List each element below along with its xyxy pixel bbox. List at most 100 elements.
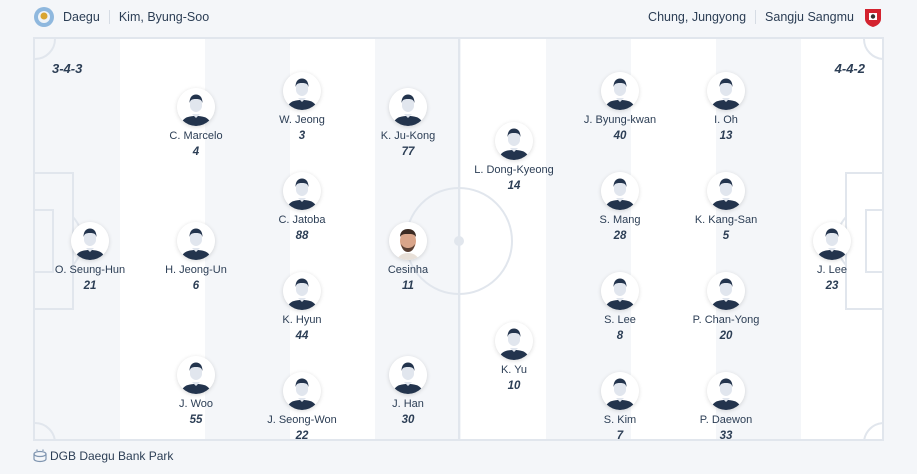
player-name: K. Yu [500, 364, 528, 376]
player-number: 6 [192, 280, 200, 292]
player-card[interactable]: Cesinha 11 [353, 222, 463, 292]
player-name: W. Jeong [279, 114, 325, 126]
player-avatar [813, 222, 851, 260]
player-card[interactable]: K. Ju-Kong 77 [353, 88, 463, 158]
match-header: Daegu Kim, Byung-Soo Chung, Jungyong San… [0, 0, 917, 32]
player-card[interactable]: I. Oh 13 [671, 72, 781, 142]
player-card[interactable]: K. Kang-San 5 [671, 172, 781, 242]
player-avatar [177, 88, 215, 126]
away-team-name[interactable]: Sangju Sangmu [765, 10, 854, 24]
player-number: 3 [298, 130, 306, 142]
player-avatar [177, 222, 215, 260]
pitch: 3-4-3 4-4-2 O. Seung-Hun 21 C. Marcelo 4 H. … [33, 37, 884, 441]
player-number: 4 [192, 146, 200, 158]
venue-name[interactable]: DGB Daegu Bank Park [50, 449, 174, 463]
player-card[interactable]: L. Dong-Kyeong 14 [459, 122, 569, 192]
player-avatar [601, 272, 639, 310]
player-avatar [389, 356, 427, 394]
player-number: 14 [507, 180, 521, 192]
player-number: 22 [295, 430, 309, 441]
player-number: 77 [401, 146, 415, 158]
player-number: 7 [616, 430, 624, 441]
player-number: 40 [613, 130, 627, 142]
pitch-stripe [460, 39, 546, 439]
player-avatar [389, 222, 427, 260]
player-name: L. Dong-Kyeong [474, 164, 554, 176]
player-card[interactable]: J. Byung-kwan 40 [565, 72, 675, 142]
away-formation: 4-4-2 [834, 61, 865, 76]
venue-info: DGB Daegu Bank Park [33, 449, 173, 463]
player-card[interactable]: S. Kim 7 [565, 372, 675, 441]
player-name: J. Han [392, 398, 424, 410]
player-number: 11 [402, 280, 414, 292]
pitch-stripe [205, 39, 291, 439]
divider [755, 10, 757, 24]
player-name: J. Woo [178, 398, 214, 410]
player-avatar [707, 372, 745, 410]
player-number: 5 [722, 230, 730, 242]
player-number: 33 [719, 430, 733, 441]
player-avatar [283, 72, 321, 110]
player-number: 10 [507, 380, 521, 392]
player-name: C. Marcelo [169, 130, 223, 142]
player-name: J. Byung-kwan [583, 114, 657, 126]
player-number: 88 [295, 230, 309, 242]
home-coach-name[interactable]: Kim, Byung-Soo [118, 10, 210, 24]
player-card[interactable]: J. Han 30 [353, 356, 463, 426]
player-avatar [495, 322, 533, 360]
player-avatar [707, 172, 745, 210]
away-coach-name[interactable]: Chung, Jungyong [648, 10, 747, 24]
pitch-stripe [630, 39, 716, 439]
player-name: J. Seong-Won [267, 414, 337, 426]
player-avatar [601, 372, 639, 410]
player-card[interactable]: J. Lee 23 [777, 222, 882, 292]
player-avatar [601, 172, 639, 210]
player-avatar [389, 88, 427, 126]
player-card[interactable]: S. Mang 28 [565, 172, 675, 242]
divider [108, 10, 110, 24]
player-avatar [177, 356, 215, 394]
player-number: 30 [401, 414, 415, 426]
player-name: K. Hyun [282, 314, 322, 326]
player-number: 44 [295, 330, 309, 342]
player-card[interactable]: C. Jatoba 88 [247, 172, 357, 242]
sangju-crest-icon [865, 9, 881, 27]
player-card[interactable]: C. Marcelo 4 [141, 88, 251, 158]
player-number: 23 [825, 280, 839, 292]
player-avatar [707, 72, 745, 110]
player-avatar [495, 122, 533, 160]
player-card[interactable]: J. Seong-Won 22 [247, 372, 357, 441]
player-card[interactable]: O. Seung-Hun 21 [35, 222, 145, 292]
player-card[interactable]: H. Jeong-Un 6 [141, 222, 251, 292]
player-card[interactable]: W. Jeong 3 [247, 72, 357, 142]
player-name: K. Kang-San [694, 214, 758, 226]
player-name: H. Jeong-Un [165, 264, 227, 276]
player-name: S. Kim [603, 414, 637, 426]
player-number: 8 [616, 330, 624, 342]
player-name: P. Daewon [699, 414, 753, 426]
player-card[interactable]: P. Daewon 33 [671, 372, 781, 441]
daegu-crest-icon [34, 7, 54, 27]
player-card[interactable]: S. Lee 8 [565, 272, 675, 342]
player-card[interactable]: P. Chan-Yong 20 [671, 272, 781, 342]
player-name: S. Lee [604, 314, 636, 326]
player-card[interactable]: K. Hyun 44 [247, 272, 357, 342]
player-name: S. Mang [599, 214, 641, 226]
player-avatar [707, 272, 745, 310]
home-formation: 3-4-3 [52, 61, 83, 76]
player-card[interactable]: J. Woo 55 [141, 356, 251, 426]
player-avatar [601, 72, 639, 110]
player-avatar [283, 272, 321, 310]
player-name: J. Lee [817, 264, 847, 276]
player-number: 21 [83, 280, 97, 292]
player-avatar [71, 222, 109, 260]
player-name: O. Seung-Hun [54, 264, 126, 276]
player-card[interactable]: K. Yu 10 [459, 322, 569, 392]
player-name: K. Ju-Kong [380, 130, 436, 142]
player-number: 20 [719, 330, 733, 342]
home-team-name[interactable]: Daegu [63, 10, 100, 24]
player-avatar [283, 372, 321, 410]
stadium-icon [33, 449, 47, 463]
player-avatar [283, 172, 321, 210]
player-number: 28 [613, 230, 627, 242]
